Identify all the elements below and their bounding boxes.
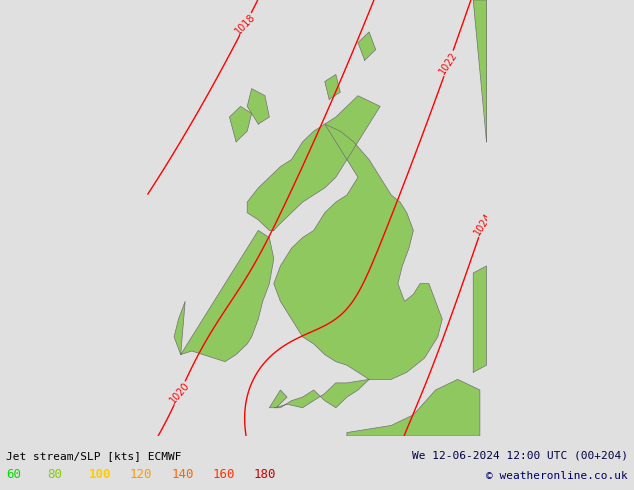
Text: 1022: 1022 [437,50,460,76]
Polygon shape [358,32,376,60]
Text: 180: 180 [254,468,276,481]
Text: 1018: 1018 [233,12,257,36]
Polygon shape [174,230,274,362]
Text: 140: 140 [171,468,193,481]
Polygon shape [247,96,380,230]
Polygon shape [325,74,340,99]
Text: We 12-06-2024 12:00 UTC (00+204): We 12-06-2024 12:00 UTC (00+204) [411,451,628,461]
Polygon shape [347,379,480,436]
Polygon shape [473,266,486,372]
Text: 120: 120 [130,468,152,481]
Text: 1024: 1024 [472,211,494,237]
Text: Jet stream/SLP [kts] ECMWF: Jet stream/SLP [kts] ECMWF [6,451,182,461]
Polygon shape [247,89,269,124]
Polygon shape [269,124,442,408]
Polygon shape [473,0,486,142]
Text: 1020: 1020 [168,380,191,405]
Text: 160: 160 [212,468,235,481]
Text: © weatheronline.co.uk: © weatheronline.co.uk [486,471,628,481]
Text: 80: 80 [48,468,63,481]
Polygon shape [230,106,252,142]
Text: 100: 100 [89,468,111,481]
Text: 60: 60 [6,468,22,481]
